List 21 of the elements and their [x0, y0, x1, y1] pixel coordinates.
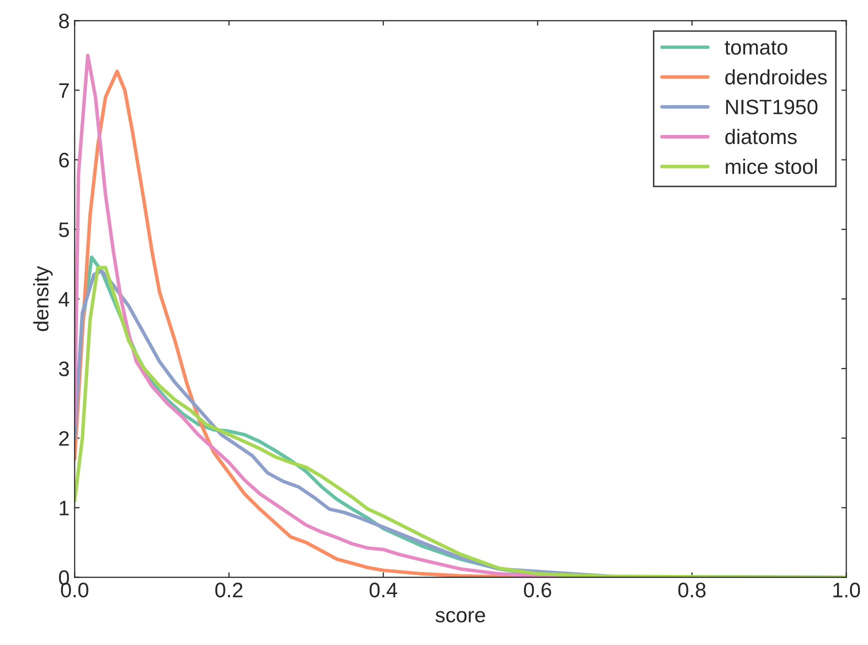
x-axis-title: score	[436, 611, 486, 622]
x-tick-label: 1.0	[833, 582, 860, 598]
x-tick-label: 0.4	[370, 582, 398, 598]
legend-label: tomato	[724, 41, 788, 55]
y-tick-label: 6	[59, 152, 69, 168]
y-axis-title: density	[33, 266, 53, 332]
y-tick-label: 7	[59, 83, 69, 98]
y-tick-label: 8	[59, 14, 69, 28]
y-tick-label: 1	[60, 500, 69, 516]
y-tick-label: 2	[59, 431, 69, 446]
x-tick-label: 0.0	[60, 582, 88, 598]
y-tick-label: 5	[59, 222, 69, 238]
legend-label: diatoms	[725, 128, 797, 144]
y-tick-label: 3	[58, 362, 69, 376]
legend-label: dendroides	[725, 69, 827, 85]
legend-label: mice stool	[726, 158, 817, 174]
x-tick-label: 0.2	[215, 582, 242, 598]
x-tick-label: 0.8	[678, 582, 706, 598]
legend-label: NIST1950	[726, 100, 818, 114]
y-tick-label: 4	[58, 292, 70, 307]
x-tick-label: 0.6	[524, 582, 552, 598]
